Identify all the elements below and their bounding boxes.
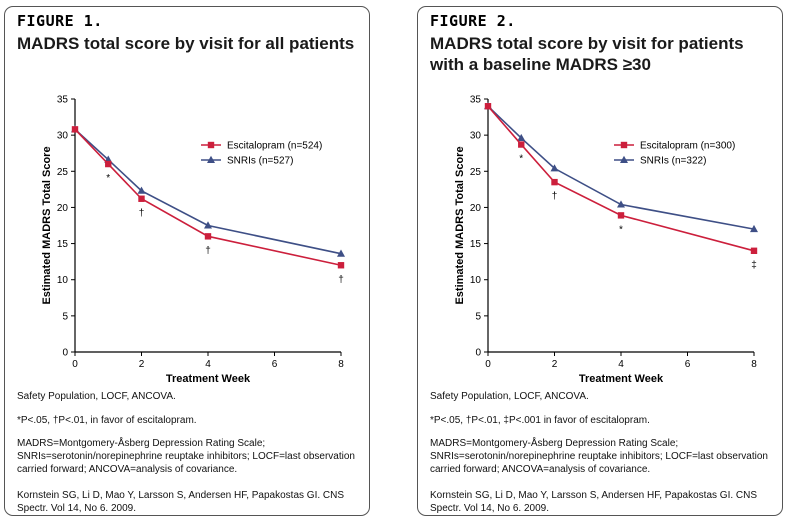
data-point-escitalopram bbox=[204, 233, 212, 240]
y-tick-label: 25 bbox=[57, 167, 69, 178]
figure-2-chart: 0 5 10 15 20 25 30 35 0 2 4 6 8 Treatment Week Estimat… bbox=[454, 95, 758, 385]
x-tick-label: 2 bbox=[139, 359, 145, 370]
data-point-escitalopram bbox=[484, 103, 492, 110]
x-tick-label: 6 bbox=[272, 359, 278, 370]
x-tick-label: 0 bbox=[72, 359, 78, 370]
significance-marker: * bbox=[519, 154, 523, 165]
x-tick-label: 6 bbox=[685, 359, 691, 370]
x-tick-label: 8 bbox=[751, 359, 757, 370]
data-point-snri bbox=[750, 224, 758, 233]
y-tick-label: 10 bbox=[470, 275, 482, 286]
legend-marker-snri bbox=[620, 155, 628, 163]
figure-1-chart: 0 5 10 15 20 25 30 35 0 2 4 6 8 Treatment Week Estimat… bbox=[41, 95, 345, 385]
legend-label-escitalopram: Escitalopram (n=524) bbox=[227, 141, 322, 152]
figure-2-label: FIGURE 2. bbox=[430, 12, 516, 30]
significance-marker: * bbox=[619, 224, 623, 235]
legend-marker-escitalopram bbox=[207, 141, 215, 149]
legend-label-escitalopram: Escitalopram (n=300) bbox=[640, 141, 735, 152]
figure-1-label: FIGURE 1. bbox=[17, 12, 103, 30]
y-tick-label: 35 bbox=[470, 95, 482, 106]
x-tick-label: 2 bbox=[552, 359, 558, 370]
data-point-escitalopram bbox=[551, 178, 558, 186]
y-tick-label: 30 bbox=[57, 131, 69, 142]
data-point-escitalopram bbox=[105, 160, 112, 168]
figure-1-citation: Kornstein SG, Li D, Mao Y, Larsson S, An… bbox=[17, 490, 345, 514]
figure-2-title: MADRS total score by visit for patients … bbox=[430, 34, 744, 74]
legend-label-snri: SNRIs (n=527) bbox=[227, 156, 293, 167]
figure-1-panel: FIGURE 1. MADRS total score by visit for… bbox=[4, 6, 370, 516]
y-tick-label: 5 bbox=[475, 311, 481, 322]
figure-1-title: MADRS total score by visit for all patie… bbox=[17, 34, 355, 53]
data-point-snri bbox=[617, 200, 625, 208]
y-tick-label: 20 bbox=[57, 203, 69, 214]
significance-marker: † bbox=[205, 245, 211, 256]
significance-marker: ‡ bbox=[751, 260, 757, 271]
significance-marker: † bbox=[338, 274, 344, 285]
figure-2-abbreviations-note: MADRS=Montgomery-Åsberg Depression Ratin… bbox=[430, 438, 768, 475]
x-tick-label: 0 bbox=[485, 359, 491, 370]
series-line-snri bbox=[487, 105, 755, 230]
significance-marker: † bbox=[552, 191, 558, 202]
data-point-snri bbox=[337, 249, 345, 257]
data-point-escitalopram bbox=[337, 262, 345, 269]
data-point-snri bbox=[204, 221, 212, 229]
y-tick-label: 20 bbox=[470, 203, 482, 214]
data-point-snri bbox=[550, 164, 559, 172]
significance-marker: † bbox=[139, 208, 145, 219]
data-point-escitalopram bbox=[617, 212, 625, 219]
legend-marker-escitalopram bbox=[620, 141, 628, 149]
significance-marker: * bbox=[106, 173, 110, 184]
x-tick-label: 4 bbox=[205, 359, 211, 370]
data-point-escitalopram bbox=[71, 126, 79, 133]
data-point-escitalopram bbox=[750, 247, 758, 254]
x-axis-title: Treatment Week bbox=[166, 373, 251, 385]
figure-1-abbreviations-note: MADRS=Montgomery-Åsberg Depression Ratin… bbox=[17, 438, 355, 475]
x-axis-title: Treatment Week bbox=[579, 373, 664, 385]
figure-1-significance-note: *P<.05, †P<.01, in favor of escitalopram… bbox=[17, 415, 197, 426]
y-tick-label: 35 bbox=[57, 95, 69, 106]
y-tick-label: 15 bbox=[57, 239, 69, 250]
y-tick-label: 5 bbox=[62, 311, 68, 322]
legend-label-snri: SNRIs (n=322) bbox=[640, 156, 706, 167]
y-axis-title: Estimated MADRS Total Score bbox=[41, 146, 53, 304]
x-tick-label: 4 bbox=[618, 359, 624, 370]
data-point-snri bbox=[517, 133, 526, 142]
data-point-escitalopram bbox=[138, 195, 145, 202]
x-tick-label: 8 bbox=[338, 359, 344, 370]
data-point-escitalopram bbox=[518, 141, 525, 148]
y-tick-label: 0 bbox=[475, 348, 481, 359]
figure-2-population-note: Safety Population, LOCF, ANCOVA. bbox=[430, 391, 589, 402]
y-axis-title: Estimated MADRS Total Score bbox=[454, 146, 466, 304]
y-tick-label: 10 bbox=[57, 275, 69, 286]
legend-marker-snri bbox=[207, 155, 215, 163]
figure-1-population-note: Safety Population, LOCF, ANCOVA. bbox=[17, 391, 176, 402]
y-tick-label: 25 bbox=[470, 167, 482, 178]
data-point-snri bbox=[137, 186, 146, 194]
figure-2-citation: Kornstein SG, Li D, Mao Y, Larsson S, An… bbox=[430, 490, 758, 514]
figure-2-panel: FIGURE 2. MADRS total score by visit for… bbox=[417, 6, 783, 516]
y-tick-label: 0 bbox=[62, 348, 68, 359]
figure-2-significance-note: *P<.05, †P<.01, ‡P<.001 in favor of esci… bbox=[430, 415, 650, 426]
y-tick-label: 15 bbox=[470, 239, 482, 250]
y-tick-label: 30 bbox=[470, 131, 482, 142]
